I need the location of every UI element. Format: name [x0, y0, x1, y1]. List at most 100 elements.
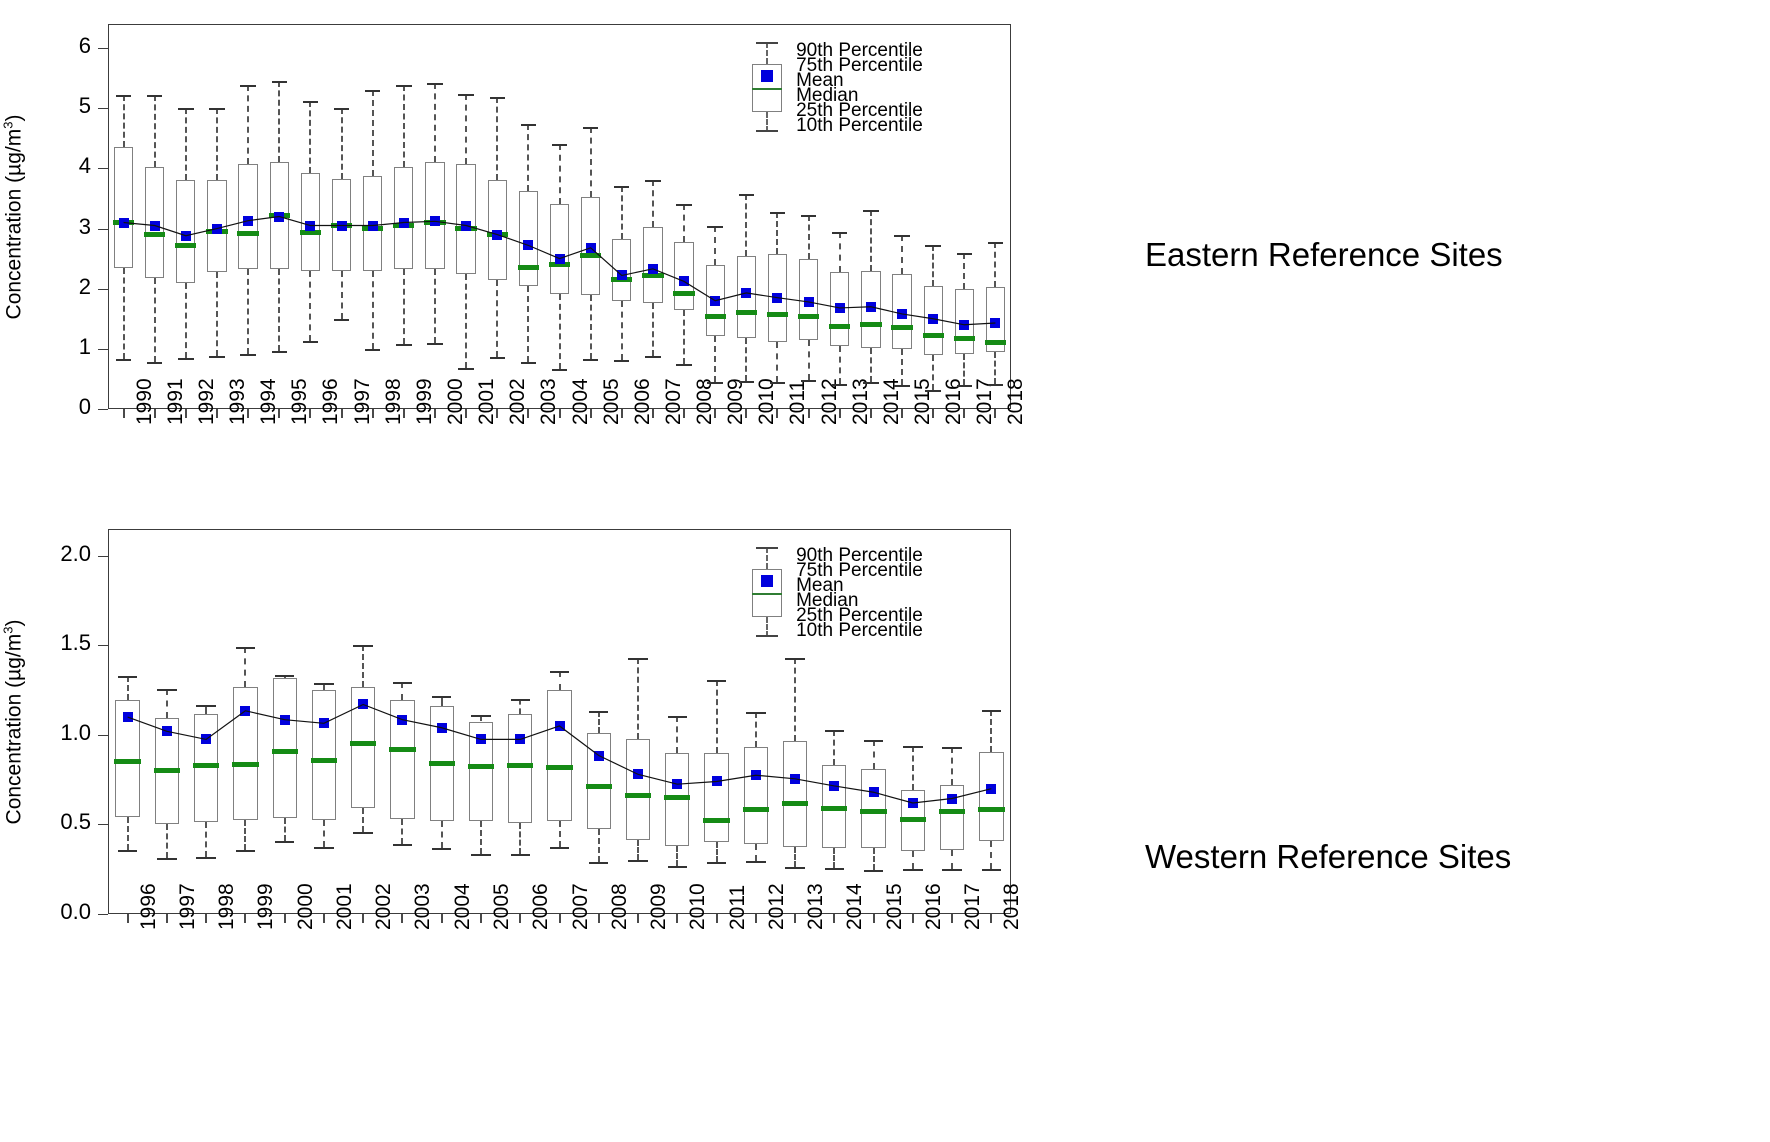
x-tick-mark: [465, 409, 468, 418]
whisker-cap-p90: [800, 215, 817, 218]
median-line: [237, 230, 259, 236]
x-tick-mark: [745, 409, 748, 418]
whisker-cap-p90: [314, 683, 334, 685]
whisker-cap-p90: [196, 705, 216, 708]
whisker-upper: [683, 204, 686, 243]
whisker-lower: [683, 309, 686, 365]
box-iqr: [549, 204, 570, 294]
box-iqr: [311, 690, 337, 820]
legend-label: 75th Percentile: [796, 560, 923, 581]
y-axis-title: Concentration (µg/m3): [0, 619, 25, 824]
mean-marker: [243, 215, 254, 226]
whisker-cap-p10: [235, 849, 256, 852]
x-tick-mark: [402, 409, 405, 418]
x-tick-mark: [637, 914, 640, 923]
x-tick-label: 2005: [489, 883, 513, 930]
whisker-cap-p10: [274, 841, 295, 844]
whisker-cap-p90: [645, 180, 661, 183]
mean-marker: [398, 217, 409, 228]
median-line: [546, 764, 573, 770]
mean-marker: [647, 263, 658, 274]
x-tick-mark: [371, 409, 374, 418]
whisker-upper: [754, 711, 757, 747]
x-tick-mark: [911, 914, 914, 923]
whisker-upper: [165, 689, 168, 718]
whisker-lower: [963, 353, 966, 385]
whisker-cap-p10: [785, 867, 805, 870]
legend-whisker-lower: [766, 112, 769, 132]
median-line: [350, 741, 377, 747]
whisker-lower: [911, 851, 914, 870]
whisker-lower: [165, 824, 168, 858]
whisker-upper: [620, 186, 623, 240]
whisker-lower: [465, 273, 468, 369]
median-line: [428, 761, 455, 767]
whisker-cap-p90: [628, 657, 648, 660]
x-tick-mark: [901, 409, 904, 418]
whisker-cap-p90: [706, 680, 727, 683]
whisker-upper: [247, 85, 250, 164]
mean-marker: [436, 722, 447, 733]
whisker-lower: [184, 282, 187, 358]
mean-marker: [149, 220, 160, 231]
whisker-cap-p10: [987, 383, 1004, 386]
mean-marker: [959, 319, 970, 330]
x-tick-mark: [794, 914, 797, 923]
whisker-cap-p90: [240, 85, 256, 88]
legend-cap-p90: [756, 547, 779, 549]
x-tick-label: 2004: [450, 883, 474, 930]
box-iqr: [456, 163, 476, 274]
mean-marker: [274, 211, 285, 222]
x-tick-mark: [807, 409, 810, 418]
legend-whisker-upper: [766, 42, 769, 64]
x-tick-label: 2011: [786, 379, 810, 425]
mean-marker: [122, 712, 133, 723]
median-line: [938, 809, 966, 815]
x-tick-mark: [322, 914, 325, 923]
median-line: [703, 818, 730, 824]
whisker-upper: [745, 193, 748, 256]
x-tick-label: 2012: [764, 883, 788, 930]
x-tick-mark: [932, 409, 935, 418]
whisker-lower: [651, 302, 654, 357]
box-iqr: [782, 741, 808, 847]
whisker-lower: [776, 341, 779, 382]
mean-marker: [429, 216, 440, 227]
mean-marker: [710, 295, 721, 306]
mean-marker: [868, 787, 879, 798]
whisker-cap-p90: [551, 144, 568, 147]
mean-marker: [865, 301, 876, 312]
x-tick-mark: [963, 409, 966, 418]
mean-marker: [180, 230, 191, 241]
y-tick-mark: [98, 349, 108, 350]
mean-marker: [336, 220, 347, 231]
y-tick-mark: [98, 108, 108, 109]
median-line: [144, 232, 166, 238]
median-line: [389, 746, 416, 752]
whisker-lower: [951, 849, 954, 870]
mean-marker: [803, 296, 814, 307]
whisker-cap-p10: [589, 862, 609, 865]
whisker-lower: [247, 269, 250, 354]
mean-marker: [461, 220, 472, 231]
whisker-cap-p90: [894, 234, 910, 237]
whisker-cap-p10: [706, 862, 727, 865]
whisker-cap-p10: [863, 870, 884, 873]
median-line: [742, 806, 769, 812]
median-line: [153, 768, 181, 774]
whisker-upper: [951, 746, 954, 786]
whisker-cap-p90: [676, 204, 692, 207]
whisker-cap-p90: [987, 242, 1004, 245]
median-line: [781, 801, 809, 807]
whisker-lower: [620, 300, 623, 360]
whisker-cap-p90: [520, 124, 537, 127]
x-tick-label: 2003: [411, 883, 435, 930]
x-tick-mark: [184, 409, 187, 418]
whisker-lower: [244, 819, 247, 850]
mean-marker: [897, 308, 908, 319]
whisker-cap-p10: [333, 318, 350, 321]
y-tick-label: 1: [78, 333, 91, 359]
x-tick-mark: [651, 409, 654, 418]
box-iqr: [547, 690, 572, 821]
whisker-lower: [872, 847, 875, 871]
